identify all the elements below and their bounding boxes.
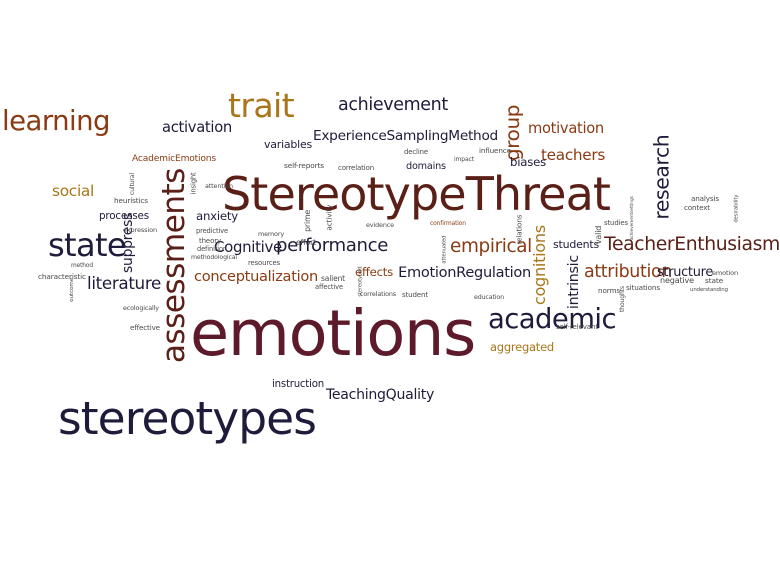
word-confirmation: confirmation	[430, 221, 466, 227]
word-effort: effort	[296, 238, 316, 248]
word-activation: activation	[162, 118, 232, 136]
word-predictive: predictive	[196, 226, 228, 235]
word-theory: theory	[199, 235, 221, 245]
word-affective: affective	[315, 282, 343, 291]
word-correlation: correlation	[338, 163, 375, 172]
word-memory: memory	[258, 229, 284, 238]
word-self-relevant: self-relevant	[556, 321, 598, 331]
word-outcome: outcome	[69, 278, 76, 302]
word-motivation: motivation	[528, 119, 604, 137]
word-studies: studies	[604, 218, 628, 227]
word-desirability: desirability	[733, 195, 740, 224]
word-definition: definition	[197, 244, 227, 253]
word-performance: performance	[276, 234, 388, 256]
word-state-small: state	[705, 276, 723, 286]
word-characteristic: characteristic	[38, 272, 86, 282]
word-activity: activity	[324, 205, 334, 231]
word-evidence: evidence	[366, 220, 394, 229]
word-stereotypethreat: StereotypeThreat	[222, 167, 611, 221]
word-understanding: understanding	[690, 287, 728, 294]
word-literature: literature	[87, 272, 161, 293]
word-attribution: attribution	[584, 262, 672, 283]
word-stereotyped: stereotyped	[357, 267, 364, 297]
word-achievementsettings: achievementsettings	[629, 195, 635, 240]
word-state: state	[48, 226, 127, 264]
word-attention: attention	[205, 181, 233, 190]
word-suppress: suppress	[120, 212, 137, 273]
word-negative: negative	[660, 276, 694, 285]
word-cultural: cultural	[128, 173, 136, 196]
word-teachingquality: TeachingQuality	[326, 387, 435, 403]
word-experiencesamplingmethod: ExperienceSamplingMethod	[313, 128, 498, 145]
word-self-reports: self-reports	[284, 161, 324, 171]
word-biases: biases	[510, 155, 546, 170]
word-ecologically: ecologically	[123, 303, 159, 312]
word-academicemotions: AcademicEmotions	[132, 154, 216, 165]
word-prime: prime	[303, 210, 313, 232]
word-decline: decline	[404, 147, 428, 156]
word-processes: processes	[99, 209, 149, 222]
word-emotions: emotions	[190, 297, 476, 372]
word-analysis: analysis	[691, 194, 719, 204]
word-structure: structure	[657, 264, 713, 280]
word-effective: effective	[130, 323, 160, 333]
word-salient: salient	[321, 274, 345, 284]
word-methodological: methodological	[191, 253, 238, 261]
word-cognitive: Cognitive	[214, 237, 282, 256]
word-impact: impact	[454, 156, 474, 163]
word-cognitions: cognitions	[529, 225, 549, 305]
word-correlations: correlations	[360, 289, 396, 298]
word-social: social	[52, 182, 94, 201]
word-teachers: teachers	[541, 146, 605, 165]
word-student: student	[402, 289, 428, 299]
word-academic: academic	[488, 304, 617, 336]
word-context: context	[684, 203, 710, 213]
word-learning: learning	[2, 105, 111, 138]
word-instruction: instruction	[272, 378, 324, 390]
word-thoughts: thoughts	[618, 286, 626, 313]
word-resources: resources	[248, 258, 281, 267]
word-valid: valid	[593, 225, 603, 245]
word-trait: trait	[228, 86, 295, 126]
word-aggregated: aggregated	[490, 340, 554, 355]
word-insight: insight	[189, 172, 198, 194]
word-variables: variables	[264, 137, 312, 151]
word-emotion: emotion	[712, 268, 738, 277]
word-achievement: achievement	[338, 95, 448, 116]
word-research: research	[648, 135, 673, 220]
word-stereotypes: stereotypes	[58, 392, 317, 446]
word-anxiety: anxiety	[196, 209, 239, 224]
word-attenuated: attenuated	[441, 236, 448, 265]
word-expression: expression	[123, 225, 158, 234]
word-heuristics: heuristics	[114, 196, 148, 206]
word-method: method	[71, 263, 93, 270]
word-norms: norms	[598, 286, 620, 296]
word-teacherenthusiasm: TeacherEnthusiasm	[604, 233, 780, 255]
word-intrinsic: intrinsic	[565, 255, 582, 309]
word-relations: relations	[514, 215, 524, 245]
word-effects: effects	[355, 265, 393, 280]
word-empirical: empirical	[450, 235, 532, 257]
word-students: students	[553, 237, 599, 251]
word-emotionregulation: EmotionRegulation	[398, 263, 531, 281]
word-education: education	[474, 293, 504, 301]
word-domains: domains	[406, 161, 446, 173]
word-conceptualization: conceptualization	[194, 267, 318, 285]
word-assessments: assessments	[155, 167, 192, 363]
word-influence: influence	[479, 146, 511, 156]
word-situations: situations	[626, 283, 660, 293]
